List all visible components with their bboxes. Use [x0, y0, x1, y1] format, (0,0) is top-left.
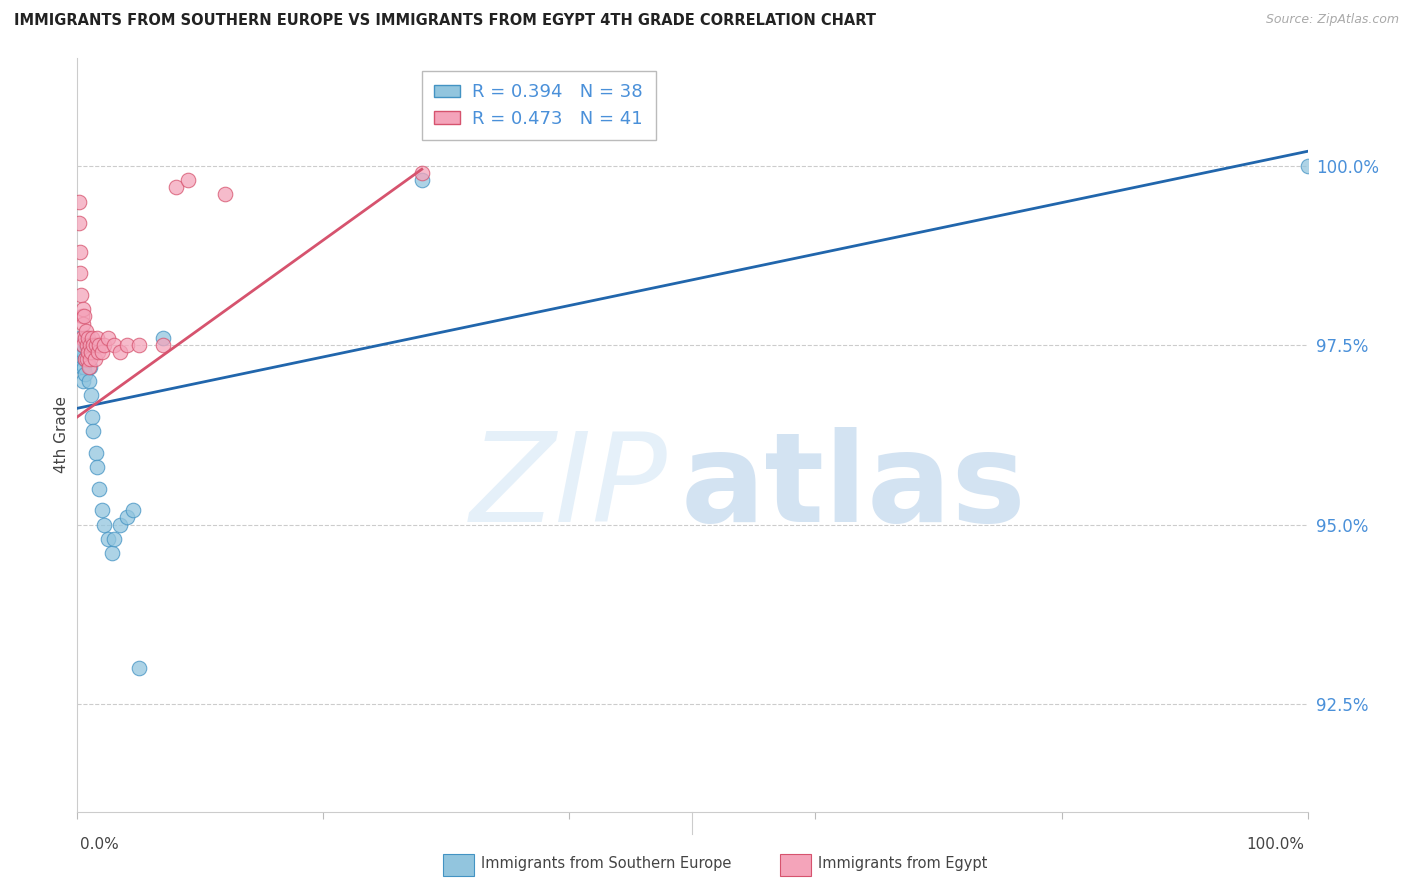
Point	[75, 324, 97, 338]
Point	[97, 532, 120, 546]
Point	[76, 345, 98, 359]
Point	[84, 446, 107, 460]
Point	[77, 352, 100, 367]
Point	[76, 331, 98, 345]
Point	[82, 424, 104, 438]
Point	[86, 460, 108, 475]
Point	[103, 338, 125, 352]
Text: 100.0%: 100.0%	[1247, 837, 1305, 852]
Point	[73, 359, 96, 374]
Point	[75, 352, 97, 367]
Point	[115, 338, 138, 352]
Point	[70, 331, 93, 345]
Point	[214, 187, 236, 202]
Point	[80, 345, 103, 359]
Point	[101, 546, 124, 560]
Point	[89, 338, 111, 352]
Text: ▪: ▪	[447, 852, 464, 875]
Point	[110, 345, 132, 359]
Point	[67, 216, 90, 230]
Point	[93, 517, 115, 532]
Point	[79, 352, 101, 367]
Point	[70, 359, 93, 374]
Point	[69, 338, 91, 352]
Text: atlas: atlas	[681, 427, 1026, 548]
Text: 0.0%: 0.0%	[80, 837, 120, 852]
Point	[411, 166, 433, 180]
Point	[70, 310, 93, 324]
Point	[83, 352, 105, 367]
Point	[177, 173, 200, 187]
Point	[77, 359, 100, 374]
Point	[77, 374, 100, 388]
Point	[128, 661, 150, 675]
Point	[72, 345, 94, 359]
Point	[76, 338, 98, 352]
Point	[110, 517, 132, 532]
Point	[69, 266, 91, 280]
Point	[411, 173, 433, 187]
Point	[79, 338, 101, 352]
Point	[70, 288, 93, 302]
Point	[70, 345, 93, 359]
Point	[73, 352, 96, 367]
Point	[72, 338, 94, 352]
Point	[77, 345, 100, 359]
Point	[90, 345, 114, 359]
Point	[72, 302, 94, 317]
Point	[89, 482, 111, 496]
Text: Source: ZipAtlas.com: Source: ZipAtlas.com	[1265, 13, 1399, 27]
Point	[69, 331, 91, 345]
Text: ZIP: ZIP	[470, 427, 668, 548]
Point	[82, 338, 104, 352]
Point	[165, 180, 187, 194]
Point	[70, 338, 93, 352]
Point	[93, 338, 115, 352]
Text: Immigrants from Southern Europe: Immigrants from Southern Europe	[481, 856, 731, 871]
Point	[121, 503, 143, 517]
Point	[84, 338, 107, 352]
Point	[90, 503, 114, 517]
Point	[82, 331, 104, 345]
Point	[76, 338, 98, 352]
Point	[80, 388, 103, 402]
Point	[69, 244, 91, 259]
Text: Immigrants from Egypt: Immigrants from Egypt	[818, 856, 987, 871]
Point	[79, 338, 101, 352]
Point	[72, 338, 94, 352]
Point	[97, 331, 120, 345]
Point	[86, 331, 108, 345]
Point	[75, 338, 97, 352]
Point	[75, 367, 97, 381]
Point	[79, 359, 101, 374]
Point	[67, 194, 90, 209]
Point	[152, 338, 174, 352]
Point	[1296, 159, 1319, 173]
Point	[152, 331, 174, 345]
Point	[115, 510, 138, 524]
Point	[72, 317, 94, 331]
Point	[73, 331, 96, 345]
Legend: R = 0.394   N = 38, R = 0.473   N = 41: R = 0.394 N = 38, R = 0.473 N = 41	[422, 70, 655, 140]
Text: IMMIGRANTS FROM SOUTHERN EUROPE VS IMMIGRANTS FROM EGYPT 4TH GRADE CORRELATION C: IMMIGRANTS FROM SOUTHERN EUROPE VS IMMIG…	[14, 13, 876, 29]
Point	[73, 310, 96, 324]
Point	[128, 338, 150, 352]
Point	[76, 352, 98, 367]
Y-axis label: 4th Grade: 4th Grade	[53, 396, 69, 474]
Point	[76, 331, 98, 345]
Point	[82, 409, 104, 424]
Point	[87, 345, 110, 359]
Point	[70, 352, 93, 367]
Point	[103, 532, 125, 546]
Point	[72, 374, 94, 388]
